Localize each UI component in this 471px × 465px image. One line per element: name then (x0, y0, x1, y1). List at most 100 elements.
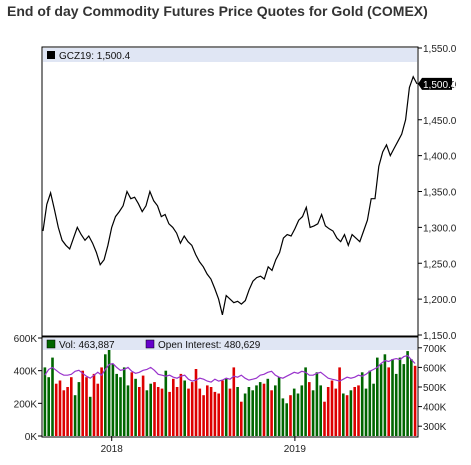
volume-bars-layer (43, 338, 417, 436)
volume-bar (209, 387, 213, 436)
volume-bar (224, 378, 228, 436)
vol-legend-swatch (46, 339, 56, 349)
price-y-tick-label: 1,150.0 (423, 331, 457, 342)
chart-title: End of day Commodity Futures Price Quote… (7, 3, 428, 19)
volume-bar (156, 387, 160, 436)
volume-bar (115, 373, 118, 436)
price-y-tick-label: 1,250.0 (423, 259, 457, 270)
volume-bar (308, 382, 311, 436)
price-series-line (42, 75, 418, 316)
volume-bar (353, 387, 356, 436)
oi-y-tick-label: 500K (423, 383, 447, 394)
volume-bar (394, 373, 398, 436)
price-legend-swatch (47, 51, 55, 59)
volume-bar (270, 390, 273, 436)
volume-bar (107, 338, 111, 436)
volume-bar (104, 354, 107, 436)
volume-bar (51, 357, 54, 436)
volume-bar (304, 367, 307, 436)
volume-bar (240, 401, 243, 436)
oi-y-tick-label: 700K (423, 344, 447, 355)
volume-bar (122, 367, 126, 436)
volume-bar (81, 370, 84, 436)
volume-bar (311, 390, 315, 436)
volume-bar (387, 367, 390, 436)
volume-y-tick-label: 0K (25, 432, 38, 443)
volume-bar (323, 401, 326, 436)
volume-bar (368, 370, 372, 436)
volume-bar (190, 382, 194, 436)
volume-bar (292, 388, 296, 436)
volume-bar (255, 385, 258, 436)
x-axis-ticks: 2018 2019 (101, 436, 307, 455)
volume-bar (145, 390, 149, 436)
volume-bar (319, 385, 322, 436)
volume-bar (85, 377, 88, 436)
volume-bar (88, 396, 92, 436)
volume-bar (126, 385, 130, 436)
volume-bar (228, 388, 232, 436)
volume-y-tick-label: 200K (14, 399, 38, 410)
volume-bar (349, 390, 353, 436)
volume-bar (77, 382, 81, 436)
volume-bar (221, 380, 224, 436)
oi-y-tick-label: 400K (423, 403, 447, 414)
volume-bar (54, 383, 58, 436)
vol-legend-label: Vol: 463,887 (59, 340, 115, 351)
volume-bar (247, 387, 251, 436)
volume-bar (334, 388, 338, 436)
volume-bar (141, 375, 145, 436)
volume-bar (96, 383, 100, 436)
volume-bar (100, 367, 103, 436)
last-price-tag (418, 77, 452, 90)
volume-bar (398, 357, 402, 436)
price-legend-label: GCZ19: 1,500.4 (59, 51, 131, 62)
volume-bar (326, 387, 330, 436)
volume-bar (206, 385, 209, 436)
volume-bar (183, 380, 186, 436)
volume-bar (58, 380, 62, 436)
volume-bar (243, 393, 247, 436)
x-tick-label: 2019 (284, 444, 307, 455)
volume-bar (172, 378, 175, 436)
volume-bar (266, 378, 270, 436)
volume-bar (274, 385, 277, 436)
volume-bar (111, 364, 115, 436)
price-panel (41, 46, 419, 337)
volume-bar (345, 395, 349, 436)
oi-legend-label: Open Interest: 480,629 (158, 340, 261, 351)
oi-y-tick-label: 600K (423, 363, 447, 374)
price-y-tick-label: 1,350.0 (423, 188, 457, 199)
price-y-tick-label: 1,450.0 (423, 116, 457, 127)
volume-bar (160, 388, 164, 436)
volume-bar (179, 373, 183, 436)
volume-bar (130, 372, 134, 436)
volume-bar (406, 351, 409, 436)
volume-bar (379, 364, 383, 436)
last-price-tag-label: 1,500.4 (423, 80, 457, 91)
volume-bar (70, 377, 73, 436)
volume-bar (43, 367, 47, 436)
volume-bar (413, 365, 417, 436)
volume-bar (47, 377, 50, 436)
volume-bar (62, 390, 66, 436)
volume-bar (262, 383, 266, 436)
volume-bar (198, 388, 202, 436)
volume-bar (315, 372, 319, 436)
volume-bar (402, 364, 406, 436)
volume-bar (251, 390, 254, 436)
price-y-tick-label: 1,550.0 (423, 44, 457, 55)
volume-bar (134, 378, 137, 436)
volume-bar (73, 395, 77, 436)
volume-bar (330, 380, 334, 436)
price-y-tick-label: 1,300.0 (423, 223, 457, 234)
volume-bar (119, 377, 122, 436)
volume-legend-band (43, 338, 417, 350)
volume-bar (258, 382, 262, 436)
volume-bar (236, 387, 239, 436)
volume-bar (149, 383, 152, 436)
volume-bar (342, 393, 345, 436)
volume-bar (372, 383, 375, 436)
volume-bar (92, 373, 96, 436)
volume-bar (360, 372, 364, 436)
